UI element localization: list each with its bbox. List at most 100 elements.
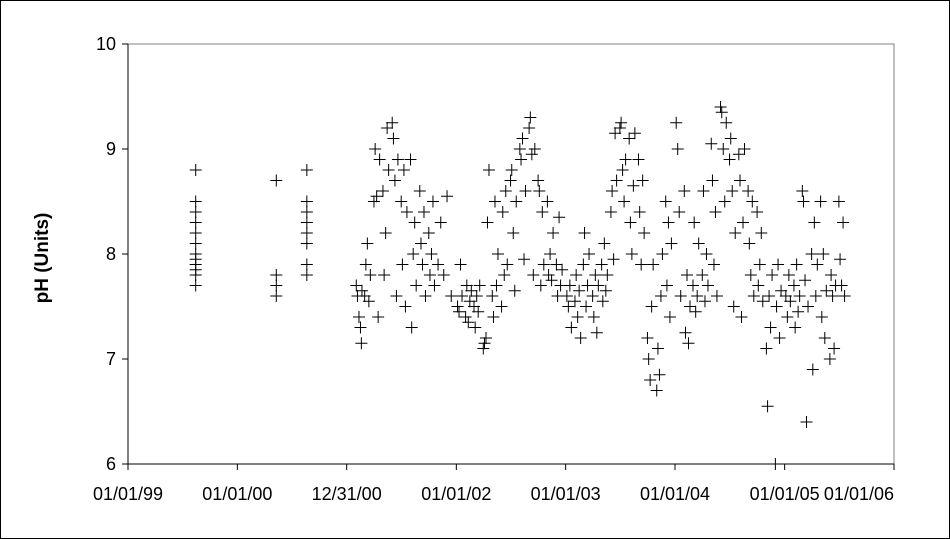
data-point — [835, 279, 848, 292]
data-point — [838, 290, 851, 302]
data-point — [496, 206, 509, 218]
data-point — [372, 311, 385, 323]
y-tick-label: 9 — [106, 139, 116, 159]
data-point — [518, 253, 531, 266]
data-point — [533, 185, 546, 197]
x-axis: 01/01/99 01/01/00 12/31/00 01/01/02 01/01/03… — [93, 463, 895, 504]
data-point — [705, 137, 718, 150]
data-point — [189, 164, 202, 176]
data-point — [615, 116, 628, 129]
data-point — [495, 300, 508, 313]
data-point — [490, 279, 503, 292]
data-point — [743, 237, 756, 250]
data-point — [623, 132, 636, 145]
data-point — [653, 368, 666, 381]
data-point — [408, 216, 421, 229]
data-point — [508, 284, 521, 297]
data-point — [691, 290, 704, 302]
data-point — [616, 164, 629, 176]
data-point — [404, 153, 417, 166]
data-point — [607, 253, 620, 266]
data-point — [516, 132, 529, 145]
data-point — [354, 321, 367, 334]
data-point — [727, 300, 740, 313]
data-point — [300, 237, 313, 250]
data-point — [571, 311, 584, 323]
data-point — [491, 248, 504, 260]
data-point — [689, 305, 702, 318]
data-point — [650, 384, 663, 397]
data-point — [715, 106, 728, 119]
data-point — [815, 311, 828, 323]
data-point — [515, 153, 528, 166]
data-point — [587, 311, 600, 323]
data-point — [592, 279, 605, 292]
x-tick-label: 01/01/00 — [202, 484, 272, 504]
data-point — [624, 216, 637, 229]
data-point — [784, 295, 797, 308]
data-point — [395, 195, 408, 208]
data-point — [189, 216, 202, 229]
data-point — [379, 227, 392, 239]
data-point — [355, 337, 368, 350]
data-point — [541, 195, 554, 208]
data-point — [737, 216, 750, 229]
data-point — [647, 258, 660, 271]
data-point — [410, 279, 423, 292]
data-point — [781, 311, 794, 323]
data-point — [270, 269, 283, 281]
data-point — [619, 153, 632, 166]
data-point — [470, 290, 483, 302]
data-point — [665, 237, 678, 250]
data-point — [598, 237, 611, 250]
data-point — [300, 258, 313, 271]
data-point — [723, 153, 736, 166]
data-point — [811, 258, 824, 271]
data-point — [793, 290, 806, 302]
data-point — [802, 300, 815, 313]
y-tick-label: 6 — [106, 454, 116, 474]
data-point — [373, 153, 386, 166]
data-point — [523, 122, 536, 134]
data-point — [399, 300, 412, 313]
data-point — [432, 258, 445, 271]
data-point — [556, 263, 569, 276]
data-point — [732, 148, 745, 161]
x-tick-label: 01/01/02 — [421, 484, 491, 504]
data-point — [507, 227, 520, 239]
data-point — [787, 279, 800, 292]
data-point — [189, 269, 202, 281]
data-point — [782, 269, 795, 281]
data-point — [565, 321, 578, 334]
data-point — [416, 258, 429, 271]
data-point — [744, 269, 757, 281]
data-point — [417, 206, 430, 218]
plot-area — [127, 43, 895, 465]
y-tick-label: 8 — [106, 244, 116, 264]
data-point — [760, 342, 773, 355]
data-point — [462, 316, 475, 329]
data-point — [422, 227, 435, 239]
data-point — [752, 279, 765, 292]
data-point — [770, 300, 783, 313]
data-point — [763, 290, 776, 302]
data-point — [568, 295, 581, 308]
data-point — [680, 269, 693, 281]
data-point — [300, 269, 313, 281]
data-point — [805, 248, 818, 260]
data-point — [367, 195, 380, 208]
data-point — [761, 400, 774, 413]
data-point — [390, 290, 403, 302]
data-point — [792, 305, 805, 318]
data-point — [519, 185, 532, 197]
data-point — [364, 269, 377, 281]
data-point — [407, 248, 420, 260]
data-point — [817, 248, 830, 260]
data-point — [720, 116, 733, 129]
data-point — [814, 195, 827, 208]
data-point — [638, 227, 651, 239]
data-point — [425, 248, 438, 260]
data-point — [370, 190, 383, 203]
data-point — [673, 206, 686, 218]
